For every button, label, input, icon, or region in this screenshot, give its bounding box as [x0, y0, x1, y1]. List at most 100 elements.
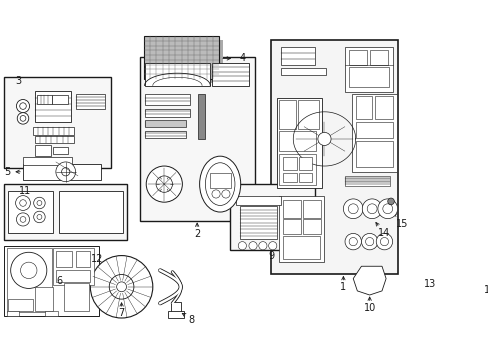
Bar [303, 220, 321, 234]
Bar [211, 63, 248, 86]
Circle shape [16, 195, 30, 210]
Bar [355, 122, 392, 138]
Circle shape [34, 211, 45, 223]
Text: 13: 13 [423, 279, 435, 288]
Circle shape [471, 306, 480, 314]
Circle shape [377, 199, 397, 219]
Bar [37, 95, 52, 104]
Circle shape [238, 242, 246, 250]
Text: 16: 16 [483, 285, 488, 295]
Bar [35, 136, 74, 143]
Circle shape [20, 103, 26, 109]
Polygon shape [352, 266, 386, 295]
Circle shape [459, 311, 468, 320]
Bar [369, 50, 387, 65]
Bar [355, 140, 392, 167]
Bar [6, 248, 52, 312]
Bar [140, 57, 254, 221]
Circle shape [366, 204, 376, 214]
Bar [210, 174, 230, 188]
Bar [56, 270, 90, 282]
Bar [276, 98, 322, 188]
Bar [170, 302, 181, 314]
Bar [35, 91, 71, 122]
Bar [298, 157, 311, 170]
Bar [282, 172, 297, 183]
Circle shape [17, 99, 29, 113]
Text: 8: 8 [188, 315, 194, 325]
Bar [76, 251, 90, 267]
Circle shape [248, 242, 257, 250]
Text: 7: 7 [118, 308, 124, 318]
Bar [144, 63, 210, 86]
Bar [52, 95, 68, 104]
Bar [345, 47, 392, 92]
Text: 12: 12 [91, 254, 103, 264]
Bar [4, 77, 111, 168]
Bar [45, 311, 58, 316]
Bar [147, 40, 223, 83]
Bar [281, 68, 325, 75]
Bar [348, 67, 388, 87]
Circle shape [211, 190, 220, 198]
Bar [279, 131, 316, 151]
Text: 10: 10 [363, 303, 375, 313]
Text: 1: 1 [340, 282, 346, 292]
Text: 14: 14 [378, 228, 390, 238]
Circle shape [34, 197, 45, 209]
Bar [281, 47, 315, 65]
Bar [6, 311, 19, 316]
Bar [64, 283, 88, 311]
Circle shape [361, 233, 377, 250]
Circle shape [56, 162, 76, 182]
Bar [35, 287, 53, 311]
Bar [8, 191, 53, 233]
Text: 9: 9 [267, 251, 274, 261]
Text: 11: 11 [19, 186, 31, 196]
Bar [4, 184, 127, 240]
Circle shape [348, 238, 357, 246]
Circle shape [347, 204, 357, 214]
Bar [355, 96, 371, 119]
Ellipse shape [199, 156, 240, 212]
Bar [279, 197, 324, 262]
Circle shape [317, 132, 330, 145]
Circle shape [380, 238, 388, 246]
Circle shape [61, 168, 70, 176]
Bar [8, 299, 33, 311]
Circle shape [375, 233, 392, 250]
Text: 5: 5 [4, 167, 11, 177]
Bar [53, 248, 94, 285]
Bar [198, 94, 204, 139]
Circle shape [117, 282, 126, 292]
Bar [303, 200, 321, 218]
Bar [229, 184, 314, 250]
Bar [33, 127, 74, 135]
Circle shape [222, 190, 229, 198]
Text: 2: 2 [194, 229, 200, 239]
Circle shape [90, 256, 152, 318]
Circle shape [20, 262, 37, 279]
Bar [240, 206, 276, 239]
Bar [53, 147, 68, 154]
Circle shape [156, 176, 172, 192]
Circle shape [443, 307, 451, 316]
Circle shape [362, 199, 381, 219]
Circle shape [345, 233, 361, 250]
Circle shape [343, 199, 363, 219]
Circle shape [268, 242, 276, 250]
Circle shape [382, 204, 392, 214]
Circle shape [414, 262, 422, 270]
Bar [59, 191, 123, 233]
Bar [144, 94, 189, 105]
Text: 3: 3 [15, 76, 21, 86]
Circle shape [146, 166, 182, 202]
Circle shape [109, 274, 134, 299]
Bar [279, 100, 295, 129]
Circle shape [387, 198, 393, 204]
Bar [23, 157, 72, 165]
Bar [282, 157, 297, 170]
Text: 15: 15 [396, 219, 408, 229]
Bar [282, 200, 300, 218]
Text: 4: 4 [239, 53, 245, 63]
